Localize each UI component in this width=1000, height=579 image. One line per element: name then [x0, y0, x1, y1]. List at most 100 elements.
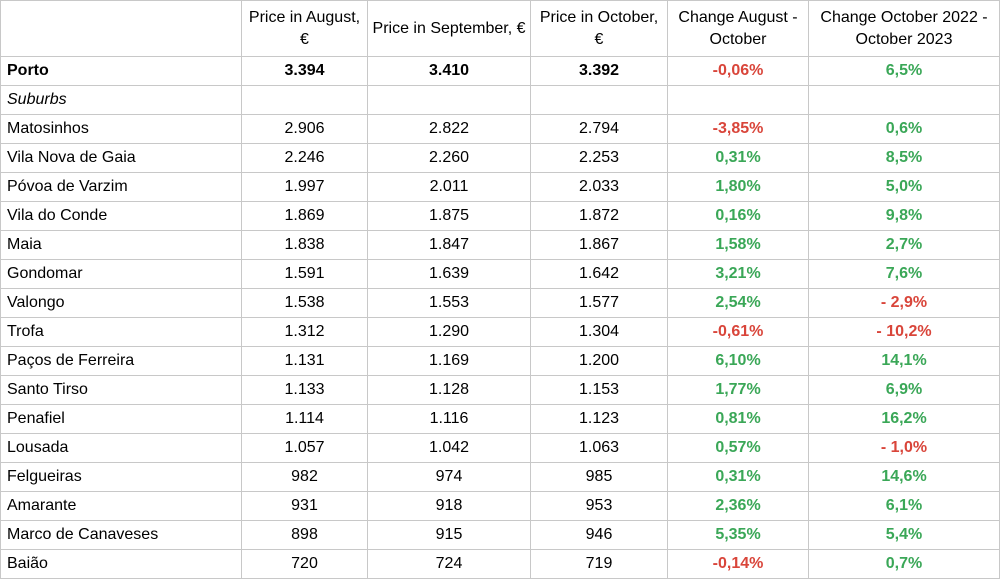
header-change-yoy: Change October 2022 - October 2023 [808, 0, 1000, 57]
section-label: Suburbs [0, 85, 242, 115]
price-august: 1.131 [241, 346, 368, 376]
change-aug-oct: 2,36% [667, 491, 809, 521]
price-october: 1.867 [530, 230, 668, 260]
table-row: Paços de Ferreira 1.131 1.169 1.200 6,10% 14,… [0, 346, 1000, 376]
price-august: 1.057 [241, 433, 368, 463]
municipality-name: Paços de Ferreira [0, 346, 242, 376]
price-october: 2.794 [530, 114, 668, 144]
price-september: 918 [367, 491, 531, 521]
change-yoy: 0,6% [808, 114, 1000, 144]
table-row: Vila do Conde 1.869 1.875 1.872 0,16% 9,8% [0, 201, 1000, 231]
porto-price-august: 3.394 [241, 56, 368, 86]
change-aug-oct: -3,85% [667, 114, 809, 144]
price-october: 1.304 [530, 317, 668, 347]
municipality-name: Matosinhos [0, 114, 242, 144]
municipality-name: Vila do Conde [0, 201, 242, 231]
empty-cell [530, 85, 668, 115]
table-row: Gondomar 1.591 1.639 1.642 3,21% 7,6% [0, 259, 1000, 289]
empty-cell [808, 85, 1000, 115]
change-yoy: 0,7% [808, 549, 1000, 579]
change-yoy: 9,8% [808, 201, 1000, 231]
change-aug-oct: 0,16% [667, 201, 809, 231]
municipality-name: Gondomar [0, 259, 242, 289]
change-yoy: - 1,0% [808, 433, 1000, 463]
price-october: 985 [530, 462, 668, 492]
price-october: 2.033 [530, 172, 668, 202]
price-august: 898 [241, 520, 368, 550]
empty-cell [241, 85, 368, 115]
price-august: 1.312 [241, 317, 368, 347]
table-row: Baião 720 724 719 -0,14% 0,7% [0, 549, 1000, 579]
price-august: 1.997 [241, 172, 368, 202]
table-row: Amarante 931 918 953 2,36% 6,1% [0, 491, 1000, 521]
price-august: 982 [241, 462, 368, 492]
price-october: 1.200 [530, 346, 668, 376]
price-october: 946 [530, 520, 668, 550]
header-price-september: Price in September, € [367, 0, 531, 57]
price-october: 953 [530, 491, 668, 521]
price-august: 2.246 [241, 143, 368, 173]
table-row: Matosinhos 2.906 2.822 2.794 -3,85% 0,6% [0, 114, 1000, 144]
price-september: 2.011 [367, 172, 531, 202]
municipality-name: Amarante [0, 491, 242, 521]
municipality-name: Trofa [0, 317, 242, 347]
price-september: 974 [367, 462, 531, 492]
table-row: Trofa 1.312 1.290 1.304 -0,61% - 10,2% [0, 317, 1000, 347]
change-yoy: - 2,9% [808, 288, 1000, 318]
municipality-name: Santo Tirso [0, 375, 242, 405]
price-august: 1.133 [241, 375, 368, 405]
price-august: 1.869 [241, 201, 368, 231]
change-aug-oct: 1,80% [667, 172, 809, 202]
table-row: Maia 1.838 1.847 1.867 1,58% 2,7% [0, 230, 1000, 260]
change-aug-oct: 6,10% [667, 346, 809, 376]
table-row: Marco de Canaveses 898 915 946 5,35% 5,4% [0, 520, 1000, 550]
table-row: Lousada 1.057 1.042 1.063 0,57% - 1,0% [0, 433, 1000, 463]
header-row: Price in August, € Price in September, €… [0, 0, 1000, 57]
change-aug-oct: 0,57% [667, 433, 809, 463]
price-september: 1.553 [367, 288, 531, 318]
municipality-name: Baião [0, 549, 242, 579]
change-aug-oct: 2,54% [667, 288, 809, 318]
porto-price-september: 3.410 [367, 56, 531, 86]
price-october: 1.063 [530, 433, 668, 463]
price-september: 724 [367, 549, 531, 579]
price-august: 1.538 [241, 288, 368, 318]
price-september: 1.639 [367, 259, 531, 289]
change-aug-oct: 0,81% [667, 404, 809, 434]
change-yoy: 16,2% [808, 404, 1000, 434]
municipality-name: Maia [0, 230, 242, 260]
table-row: Póvoa de Varzim 1.997 2.011 2.033 1,80% 5,0% [0, 172, 1000, 202]
price-september: 1.116 [367, 404, 531, 434]
change-yoy: 6,1% [808, 491, 1000, 521]
price-august: 2.906 [241, 114, 368, 144]
porto-row: Porto 3.394 3.410 3.392 -0,06% 6,5% [0, 56, 1000, 86]
change-yoy: 14,6% [808, 462, 1000, 492]
price-october: 2.253 [530, 143, 668, 173]
table-row: Penafiel 1.114 1.116 1.123 0,81% 16,2% [0, 404, 1000, 434]
price-august: 1.838 [241, 230, 368, 260]
change-yoy: 8,5% [808, 143, 1000, 173]
change-yoy: 7,6% [808, 259, 1000, 289]
price-october: 719 [530, 549, 668, 579]
empty-cell [667, 85, 809, 115]
price-september: 2.822 [367, 114, 531, 144]
change-aug-oct: 0,31% [667, 462, 809, 492]
price-october: 1.153 [530, 375, 668, 405]
porto-change-aug-oct: -0,06% [667, 56, 809, 86]
change-aug-oct: 1,58% [667, 230, 809, 260]
empty-cell [367, 85, 531, 115]
porto-change-yoy: 6,5% [808, 56, 1000, 86]
header-price-october: Price in October, € [530, 0, 668, 57]
change-yoy: 5,0% [808, 172, 1000, 202]
change-aug-oct: 1,77% [667, 375, 809, 405]
price-august: 1.114 [241, 404, 368, 434]
price-august: 931 [241, 491, 368, 521]
price-september: 1.042 [367, 433, 531, 463]
change-aug-oct: -0,14% [667, 549, 809, 579]
change-aug-oct: 5,35% [667, 520, 809, 550]
header-change-aug-oct: Change August - October [667, 0, 809, 57]
change-yoy: - 10,2% [808, 317, 1000, 347]
municipality-name: Valongo [0, 288, 242, 318]
price-september: 1.847 [367, 230, 531, 260]
